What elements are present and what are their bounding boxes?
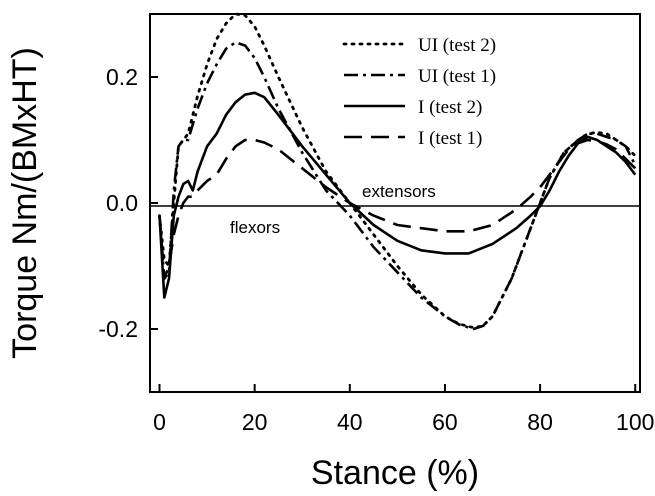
plot-frame bbox=[149, 13, 641, 393]
x-tick-label: 100 bbox=[616, 409, 654, 435]
x-tick-label: 20 bbox=[242, 409, 268, 435]
annotation-extensors: extensors bbox=[362, 182, 436, 201]
y-tick-label: 0.2 bbox=[106, 64, 138, 90]
x-axis-title: Stance (%) bbox=[311, 454, 479, 492]
legend: UI (test 2) UI (test 1) I (test 2) I (test … bbox=[342, 35, 496, 149]
legend-label-4: I (test 1) bbox=[418, 128, 482, 149]
y-tick-label: -0.2 bbox=[98, 316, 138, 342]
x-tick-label: 40 bbox=[337, 409, 363, 435]
y-axis-title: Torque Nm/(BMxHT) bbox=[6, 47, 44, 359]
series-line-2 bbox=[158, 41, 637, 331]
legend-label-3: I (test 2) bbox=[418, 97, 482, 118]
legend-label-2: UI (test 1) bbox=[418, 66, 496, 87]
axis-ticks: 0 20 40 60 80 100 -0.2 0.0 0.2 bbox=[98, 64, 654, 435]
series-layer bbox=[158, 12, 637, 331]
series-line-1 bbox=[158, 12, 637, 330]
legend-label-1: UI (test 2) bbox=[418, 35, 496, 56]
series-line-4 bbox=[158, 138, 637, 280]
annotation-flexors: flexors bbox=[230, 218, 280, 237]
x-tick-label: 60 bbox=[432, 409, 458, 435]
x-tick-label: 0 bbox=[153, 409, 166, 435]
y-tick-label: 0.0 bbox=[106, 190, 138, 216]
x-tick-label: 80 bbox=[527, 409, 553, 435]
